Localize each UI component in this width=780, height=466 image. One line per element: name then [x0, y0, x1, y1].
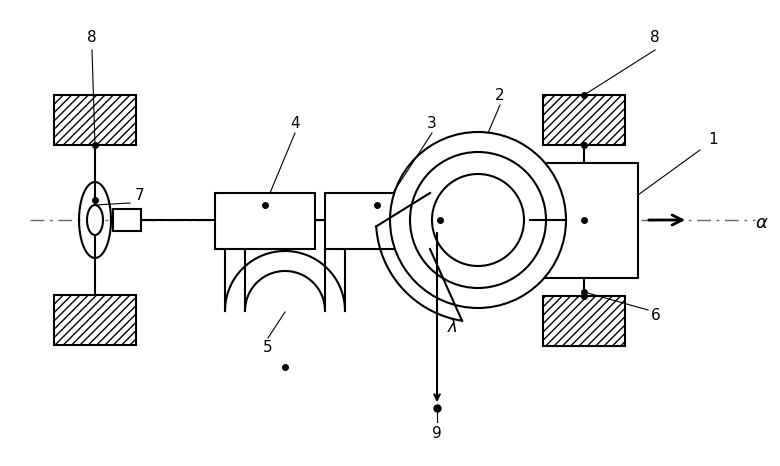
Bar — [325, 193, 430, 249]
Text: 4: 4 — [290, 116, 300, 130]
Text: 8: 8 — [651, 30, 660, 46]
Bar — [530, 163, 638, 278]
Bar — [215, 193, 315, 249]
Text: 8: 8 — [87, 30, 97, 46]
Bar — [543, 296, 625, 346]
Text: 9: 9 — [432, 425, 442, 440]
Polygon shape — [87, 205, 103, 235]
Bar — [113, 209, 141, 231]
Text: 1: 1 — [708, 132, 718, 148]
Text: $\alpha$: $\alpha$ — [755, 214, 768, 232]
Bar — [54, 295, 136, 345]
Text: 2: 2 — [495, 88, 505, 103]
Circle shape — [390, 132, 566, 308]
Bar — [543, 95, 625, 145]
Bar — [543, 296, 625, 346]
Bar — [543, 95, 625, 145]
Text: 3: 3 — [427, 116, 437, 130]
Bar — [54, 95, 136, 145]
Bar — [54, 295, 136, 345]
Circle shape — [432, 174, 524, 266]
Bar — [54, 95, 136, 145]
Text: $\lambda$: $\lambda$ — [447, 318, 458, 336]
Circle shape — [410, 152, 546, 288]
Text: 6: 6 — [651, 308, 661, 322]
Text: 5: 5 — [263, 341, 273, 356]
Text: 7: 7 — [135, 187, 145, 203]
